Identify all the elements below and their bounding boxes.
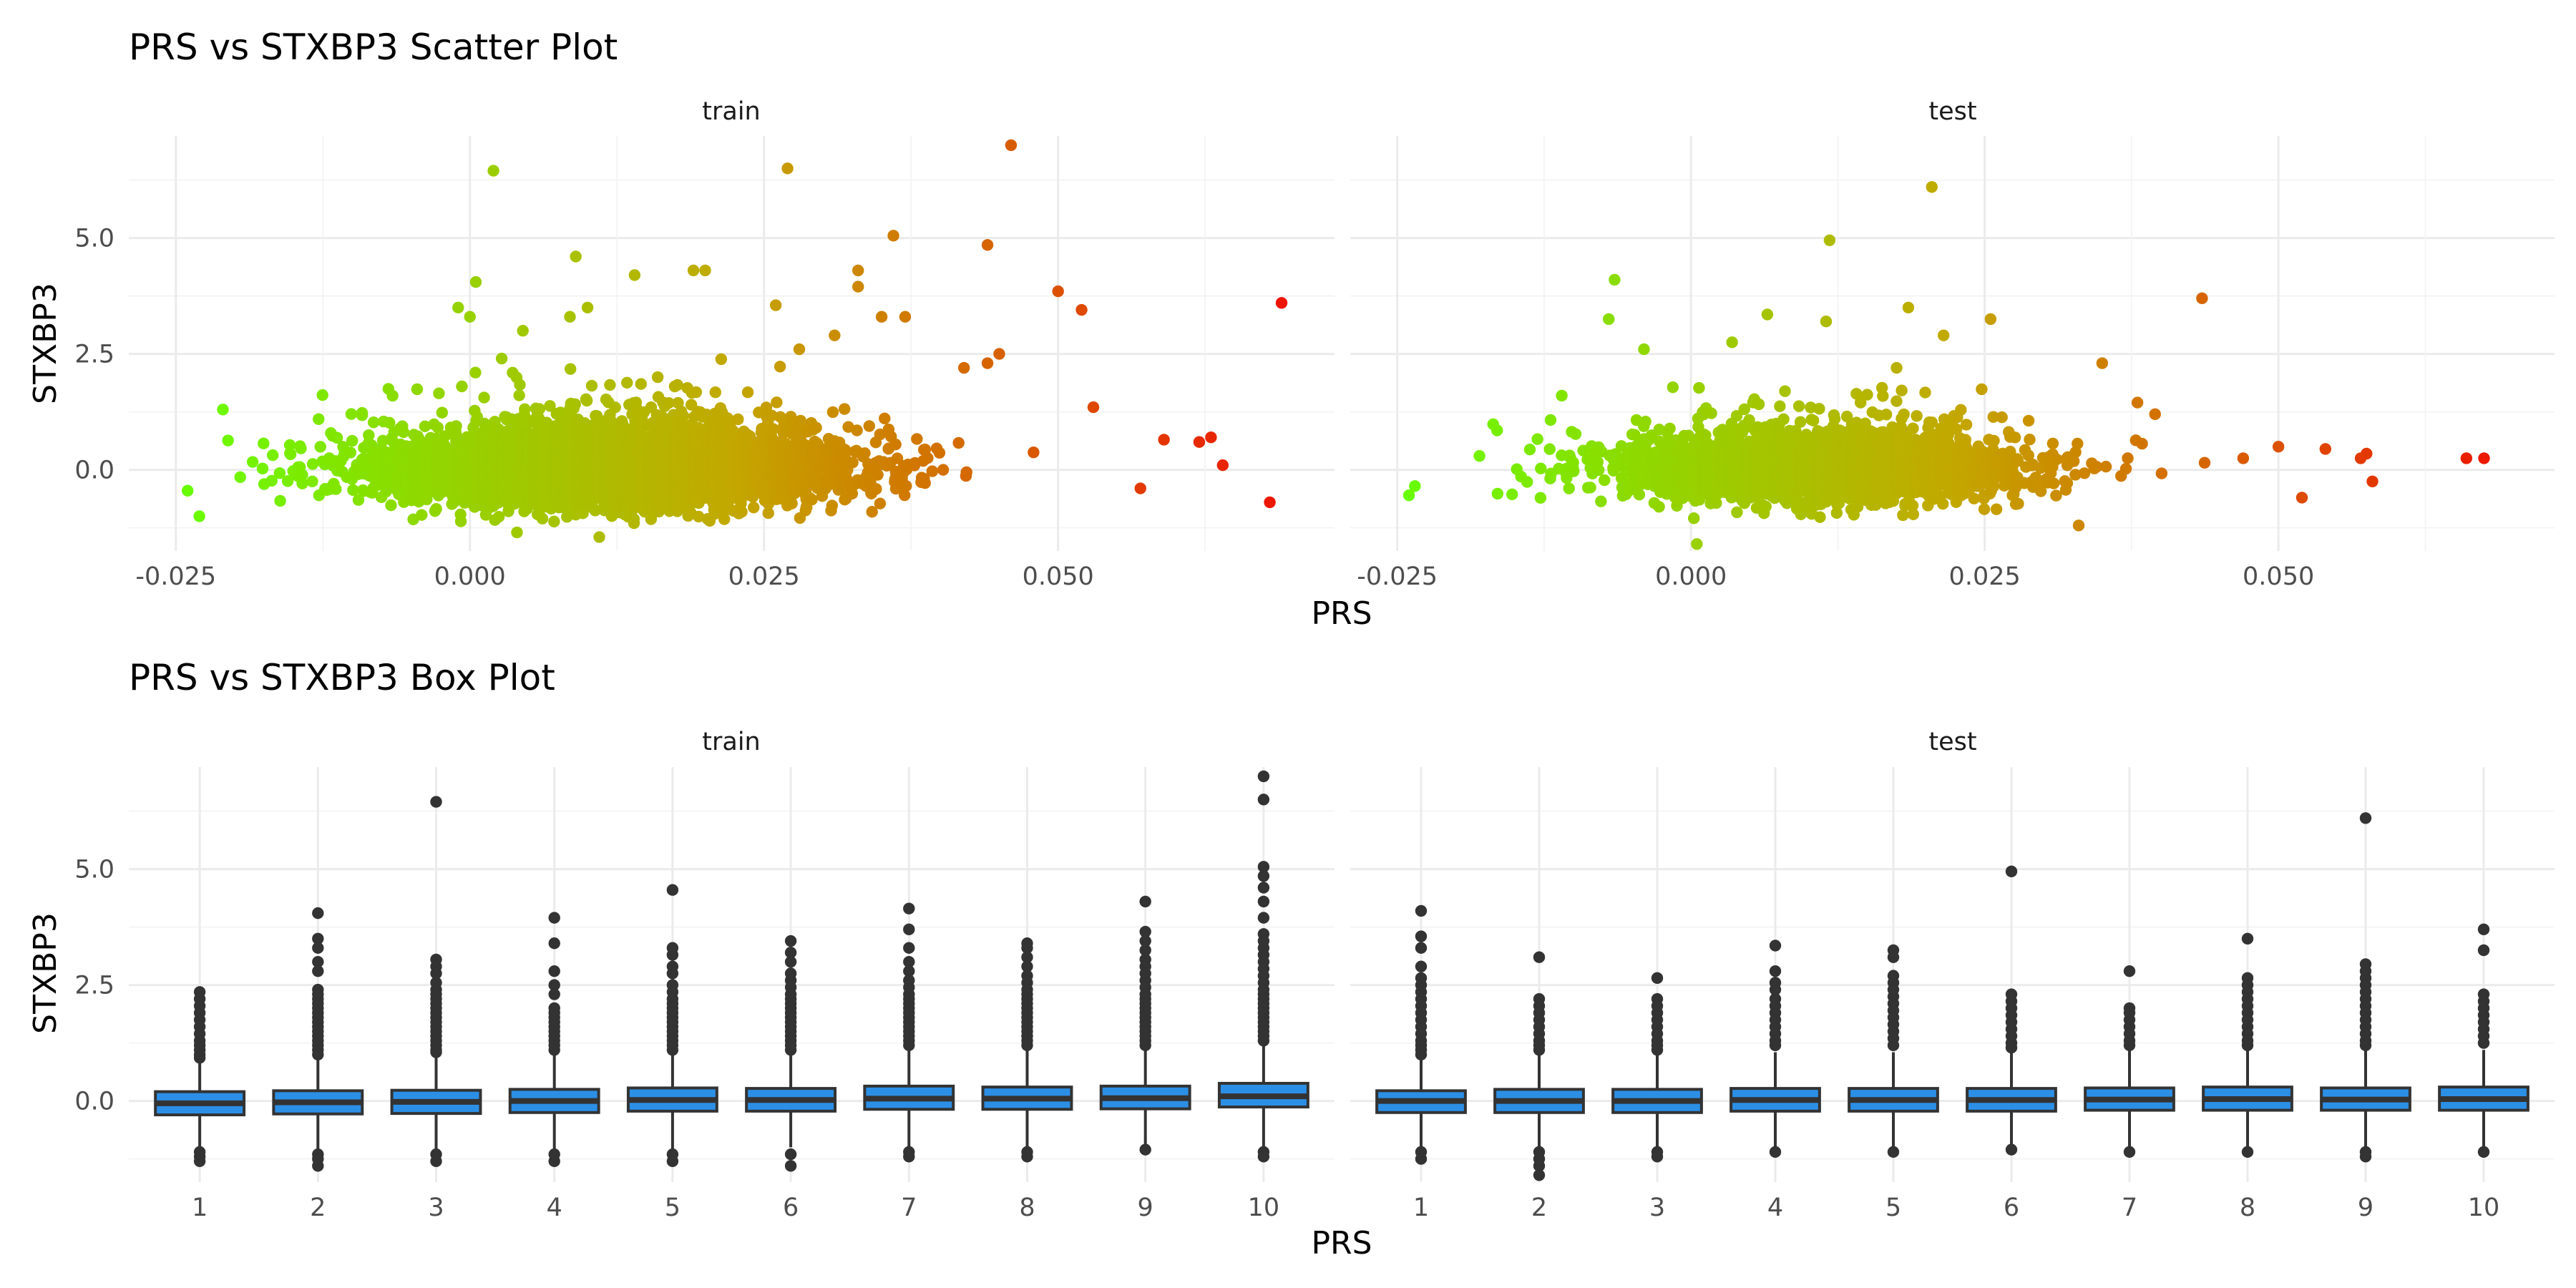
scatter-point	[246, 456, 259, 468]
scatter-point	[748, 502, 760, 514]
scatter-point	[265, 474, 278, 487]
scatter-point	[741, 386, 754, 399]
scatter-point	[385, 499, 397, 512]
scatter-point	[419, 420, 431, 432]
scatter-point	[436, 406, 449, 419]
scatter-point	[478, 417, 491, 430]
scatter-point	[273, 467, 286, 479]
scatter-point	[256, 462, 269, 475]
scatter-point	[274, 494, 286, 507]
scatter-point	[258, 437, 270, 449]
scatter-panel-train	[129, 136, 1335, 551]
scatter-point	[774, 361, 786, 373]
scatter-point	[330, 483, 342, 495]
scatter-point	[352, 494, 365, 506]
scatter-point	[495, 352, 508, 365]
scatter-point	[536, 512, 549, 525]
scatter-point	[585, 379, 598, 392]
scatter-point	[313, 413, 325, 425]
scatter-point	[478, 391, 490, 404]
scatter-point	[786, 497, 798, 509]
scatter-point	[296, 469, 308, 481]
scatter-point	[628, 517, 640, 530]
scatter-point	[651, 371, 664, 384]
scatter-point	[296, 477, 308, 489]
scatter-point	[234, 471, 246, 483]
scatter-point	[514, 379, 526, 391]
scatter-point	[356, 406, 369, 419]
scatter-point	[635, 378, 648, 390]
scatter-point	[346, 434, 358, 447]
scatter-point	[609, 401, 621, 414]
scatter-strip-test: test	[1928, 97, 1976, 126]
scatter-point	[284, 448, 297, 461]
scatter-point	[430, 502, 442, 515]
scatter-point	[580, 394, 593, 407]
scatter-point	[548, 515, 560, 528]
scatter-point	[469, 366, 482, 379]
scatter-point	[345, 408, 358, 420]
scatter-point	[604, 379, 616, 391]
scatter-point	[386, 389, 399, 402]
scatter-point	[671, 379, 683, 391]
scatter-point	[454, 515, 467, 527]
scatter-point	[709, 386, 721, 399]
scatter-point	[677, 410, 690, 422]
scatter-point	[569, 398, 581, 411]
scatter-point	[732, 413, 744, 426]
scatter-point	[565, 363, 577, 375]
scatter-point	[331, 431, 343, 444]
scatter-point	[283, 439, 296, 452]
scatter-point	[456, 380, 468, 393]
scatter-point	[621, 376, 633, 389]
scatter-point	[344, 447, 357, 459]
scatter-point	[347, 484, 359, 496]
scatter-point	[690, 386, 703, 399]
scatter-point	[431, 421, 444, 434]
scatter-point	[376, 434, 389, 447]
scatter-point	[397, 426, 410, 439]
scatter-title: PRS vs STXBP3 Scatter Plot	[129, 26, 618, 68]
scatter-point	[771, 396, 783, 409]
scatter-point	[513, 389, 525, 401]
scatter-point	[411, 383, 424, 396]
scatter-point	[736, 506, 748, 518]
scatter-point	[306, 475, 318, 488]
scatter-point	[715, 353, 728, 366]
scatter-point	[367, 416, 380, 429]
scatter-point	[306, 458, 319, 470]
scatter-point	[433, 387, 445, 399]
scatter-point	[266, 449, 279, 462]
scatter-point	[519, 403, 531, 416]
scatter-strip-train: train	[702, 97, 760, 126]
scatter-point	[295, 442, 307, 454]
scatter-point	[416, 509, 428, 521]
scatter-point	[222, 434, 234, 447]
scatter-point	[314, 441, 326, 453]
scatter-point	[450, 420, 462, 432]
scatter-point	[533, 403, 546, 415]
scatter-point	[384, 416, 396, 429]
scatter-point	[363, 429, 375, 441]
scatter-point	[718, 513, 731, 525]
scatter-point	[767, 423, 779, 435]
scatter-point	[492, 510, 505, 523]
scatter-point	[316, 389, 328, 401]
scatter-point	[281, 475, 294, 487]
